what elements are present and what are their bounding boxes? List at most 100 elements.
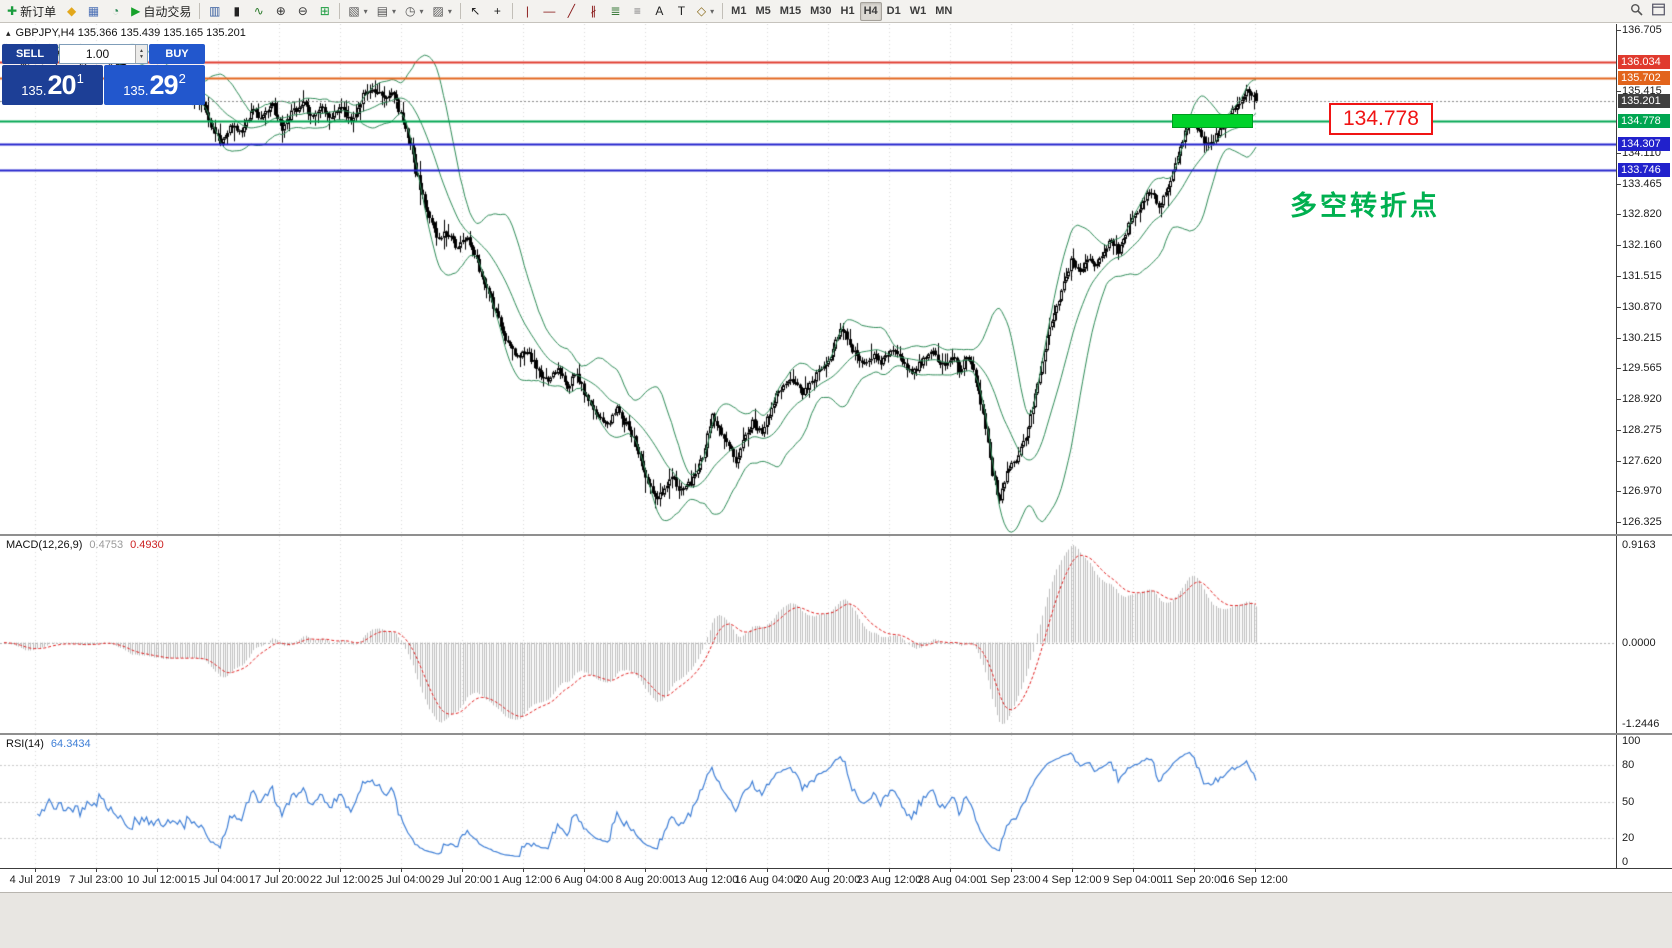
price-tick-mark <box>1617 491 1621 492</box>
rsi-axis-label: 50 <box>1622 795 1635 808</box>
fibonacci-button[interactable]: ≣ <box>605 2 626 21</box>
tf-h4-button[interactable]: H4 <box>859 1 882 21</box>
price-tick-label: 129.565 <box>1622 362 1662 375</box>
sell-price-pips: 20 <box>47 69 77 100</box>
panel-splitter[interactable] <box>0 534 1672 536</box>
time-tick-mark <box>35 869 36 872</box>
new-order-button[interactable]: ✚ 新订单 <box>3 2 60 21</box>
time-tick-label: 11 Sep 20:00 <box>1161 874 1227 886</box>
spinner-down-icon[interactable]: ▼ <box>139 54 144 60</box>
annotation-text[interactable]: 多空转折点 <box>1290 191 1440 221</box>
price-chart-canvas[interactable] <box>0 24 1616 534</box>
profiles-button[interactable]: ▤ ▾ <box>373 2 400 21</box>
time-tick-label: 22 Jul 12:00 <box>310 874 370 886</box>
price-level-badge: 135.702 <box>1618 70 1670 85</box>
price-axis[interactable]: 136.705 135.415 134.110 133.465 132.820 132.1… <box>1616 24 1672 868</box>
metaeditor-button[interactable]: ◆ <box>61 2 82 21</box>
arrows-button[interactable]: ◇ ▾ <box>693 2 718 21</box>
sell-price-button[interactable]: 135. 20 1 <box>2 65 103 105</box>
time-tick-mark <box>828 869 829 872</box>
time-tick-label: 8 Aug 20:00 <box>615 874 675 886</box>
tile-windows-button[interactable]: ⊞ <box>314 2 335 21</box>
new-chart-button[interactable]: ▧ ▾ <box>344 2 371 21</box>
trendline-button[interactable]: ╱ <box>561 2 582 21</box>
tf-d1-button[interactable]: D1 <box>883 2 905 21</box>
time-tick-label: 10 Jul 12:00 <box>127 874 187 886</box>
volume-input[interactable]: 1.00 ▲ ▼ <box>59 44 148 64</box>
channel-button[interactable]: ∦ <box>583 2 604 21</box>
zoom-in-button[interactable]: ⊕ <box>270 2 291 21</box>
trade-panel-toggle-icon[interactable]: ▴ <box>6 27 11 38</box>
search-button[interactable] <box>1626 2 1647 21</box>
buy-price-prefix: 135. <box>123 82 149 98</box>
price-tick-mark <box>1617 307 1621 308</box>
price-callout-label[interactable]: 134.778 <box>1329 103 1433 135</box>
volume-spinner[interactable]: ▲ ▼ <box>135 45 147 63</box>
toolbar-separator <box>722 3 724 19</box>
strategy-tester-button[interactable]: ◔ <box>105 2 126 21</box>
market-watch-button[interactable]: ▦ <box>83 2 104 21</box>
macd-canvas[interactable] <box>0 536 1616 733</box>
market-watch-icon: ▦ <box>87 3 100 18</box>
buy-price-button[interactable]: 135. 29 2 <box>104 65 205 105</box>
price-level-badge: 134.778 <box>1618 114 1670 129</box>
tf-m15-button[interactable]: M15 <box>776 2 805 21</box>
autotrading-icon: ▶ <box>131 3 141 18</box>
tf-m30-button[interactable]: M30 <box>806 2 835 21</box>
text-label-button[interactable]: T <box>671 2 692 21</box>
time-tick-mark <box>645 869 646 872</box>
tf-m5-label: M5 <box>755 5 771 17</box>
text-button[interactable]: A <box>649 2 670 21</box>
time-tick-mark <box>1072 869 1073 872</box>
sell-button[interactable]: SELL <box>2 44 58 64</box>
time-tick-mark <box>340 869 341 872</box>
buy-price-pipette: 2 <box>178 70 186 86</box>
spinner-up-icon[interactable]: ▲ <box>139 48 144 54</box>
tf-h1-button[interactable]: H1 <box>837 2 859 21</box>
horizontal-line-icon: — <box>543 3 556 18</box>
price-tick-label: 135.415 <box>1622 85 1662 98</box>
horizontal-line-button[interactable]: — <box>539 2 560 21</box>
template-button[interactable]: ▨ ▾ <box>429 2 456 21</box>
period-menu-button[interactable]: ◷ ▾ <box>401 2 428 21</box>
time-tick-label: 6 Aug 04:00 <box>554 874 614 886</box>
buy-button[interactable]: BUY <box>149 44 205 64</box>
search-icon <box>1630 3 1643 19</box>
rsi-canvas[interactable] <box>0 735 1616 868</box>
price-tick-mark <box>1617 430 1621 431</box>
time-tick-mark <box>706 869 707 872</box>
panel-splitter[interactable] <box>0 733 1672 735</box>
toolbar-separator <box>511 3 513 19</box>
line-chart-button[interactable]: ∿ <box>248 2 269 21</box>
price-level-badge: 134.307 <box>1618 136 1670 151</box>
price-tick-mark <box>1617 338 1621 339</box>
tf-m5-button[interactable]: M5 <box>751 2 774 21</box>
bar-chart-button[interactable]: ▥ <box>204 2 225 21</box>
grid-lines-button[interactable]: ≡ <box>627 2 648 21</box>
price-tick-label: 127.620 <box>1622 454 1662 467</box>
time-tick-mark <box>584 869 585 872</box>
text-icon: A <box>655 3 664 18</box>
vertical-line-button[interactable]: | <box>517 2 538 21</box>
price-tick-mark <box>1617 399 1621 400</box>
macd-axis-max-label: 0.9163 <box>1622 539 1656 551</box>
rsi-indicator-label: RSI(14) 64.3434 <box>6 738 91 750</box>
price-level-badge: 136.034 <box>1618 54 1670 69</box>
macd-main-value: 0.4753 <box>89 539 124 551</box>
price-tick-label: 126.970 <box>1622 485 1662 498</box>
cursor-button[interactable]: ↖ <box>465 2 486 21</box>
sell-price-pipette: 1 <box>76 70 84 86</box>
zoom-out-button[interactable]: ⊖ <box>292 2 313 21</box>
price-tick-mark <box>1617 184 1621 185</box>
highlight-zone-rectangle[interactable] <box>1172 113 1253 129</box>
crosshair-button[interactable]: + <box>487 2 508 21</box>
chat-panel-button[interactable] <box>1648 2 1669 21</box>
time-axis[interactable]: 4 Jul 2019 7 Jul 23:00 10 Jul 12:00 15 Jul … <box>0 868 1672 892</box>
candlestick-chart-button[interactable]: ▮ <box>226 2 247 21</box>
time-tick-label: 15 Jul 04:00 <box>188 874 248 886</box>
tf-mn-button[interactable]: MN <box>931 2 956 21</box>
rsi-axis-label: 0 <box>1622 856 1629 868</box>
autotrading-button[interactable]: ▶ 自动交易 <box>127 2 195 21</box>
tf-w1-button[interactable]: W1 <box>906 2 931 21</box>
tf-m1-button[interactable]: M1 <box>727 2 750 21</box>
